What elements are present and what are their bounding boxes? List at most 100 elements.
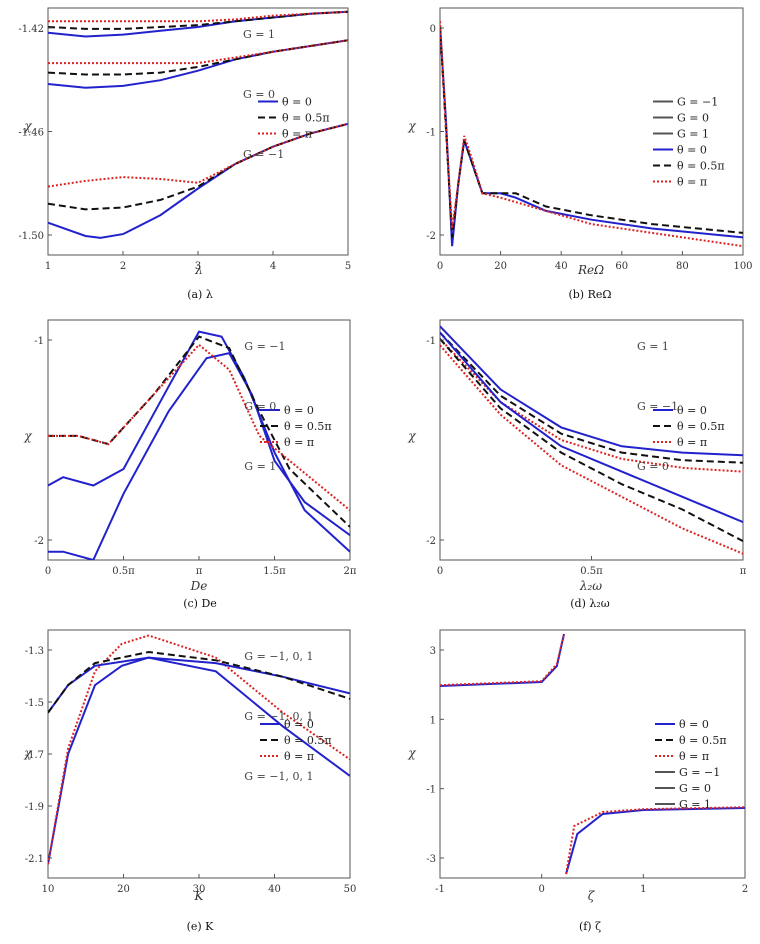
y-tick-label: -3: [426, 854, 436, 865]
x-tick-label: -1: [435, 884, 445, 895]
x-tick-label: π: [740, 566, 747, 577]
y-tick-label: -1.3: [25, 646, 44, 657]
annotation-label: G = −1: [637, 400, 678, 413]
legend-label: θ = π: [677, 436, 707, 449]
series-line-blue: [48, 656, 350, 865]
legend-label: θ = 0: [282, 96, 312, 109]
legend-label: θ = π: [679, 750, 709, 763]
x-tick-label: 2π: [344, 566, 357, 577]
series-line-black: [48, 10, 348, 30]
series-line-blue: [440, 331, 743, 524]
legend-label: G = 1: [677, 128, 709, 141]
x-axis-label: λ: [194, 263, 203, 277]
y-tick-label: -1.50: [18, 231, 44, 242]
x-tick-label: 10: [42, 884, 55, 895]
legend-label: θ = 0.5π: [284, 734, 332, 747]
series-line-blue: [440, 325, 743, 457]
axes-frame: [439, 629, 746, 879]
x-tick-label: 0: [538, 884, 544, 895]
x-tick-label: 0: [45, 566, 51, 577]
y-tick-label: -1.9: [25, 802, 44, 813]
panel-caption: (c) De: [183, 597, 217, 610]
annotation-label: G = −1, 0, 1: [244, 770, 313, 783]
panel-caption: (a) λ: [187, 288, 213, 301]
legend-label: G = 1: [679, 798, 711, 811]
x-tick-label: 4: [270, 261, 276, 272]
x-tick-label: 1.5π: [263, 566, 286, 577]
series-line-black: [48, 39, 348, 76]
legend-label: θ = 0.5π: [282, 112, 330, 125]
series-line-red: [48, 634, 350, 865]
y-axis-label: χ: [407, 746, 416, 760]
x-tick-label: 60: [615, 261, 628, 272]
y-tick-label: -1.46: [18, 128, 44, 139]
x-axis-label: ζ: [588, 889, 596, 903]
series-line-red: [440, 633, 565, 687]
x-tick-label: 100: [733, 261, 752, 272]
legend-label: θ = π: [282, 128, 312, 141]
legend-label: θ = 0: [284, 718, 314, 731]
x-tick-label: π: [196, 566, 203, 577]
y-tick-label: -2: [426, 536, 436, 547]
series-line-blue: [440, 633, 565, 687]
x-tick-label: 0: [437, 261, 443, 272]
x-tick-label: 5: [345, 261, 351, 272]
x-tick-label: 2: [742, 884, 748, 895]
x-tick-label: 30: [193, 884, 206, 895]
x-axis-label: λ₂ω: [579, 579, 602, 593]
y-axis-label: χ: [23, 746, 32, 760]
series-line-red: [48, 122, 348, 188]
panel-caption: (b) ReΩ: [568, 288, 611, 301]
x-tick-label: 20: [494, 261, 507, 272]
series-line-red: [440, 21, 743, 248]
x-tick-label: 0: [437, 566, 443, 577]
series-line-black: [48, 650, 350, 714]
y-tick-label: -1.5: [25, 698, 44, 709]
series-line-blue: [48, 351, 350, 560]
annotation-label: G = 1: [244, 460, 276, 473]
y-tick-label: 0: [430, 24, 436, 35]
x-tick-label: 2: [120, 261, 126, 272]
legend-label: θ = 0.5π: [677, 160, 725, 173]
legend-label: θ = π: [284, 750, 314, 763]
annotation-label: G = 0: [637, 460, 669, 473]
annotation-label: G = 1: [637, 340, 669, 353]
series-line-red: [48, 39, 348, 65]
legend-label: θ = π: [284, 436, 314, 449]
annotation-label: G = −1, 0, 1: [244, 650, 313, 663]
y-tick-label: -1: [426, 785, 436, 796]
x-axis-label: ReΩ: [577, 263, 604, 277]
annotation-label: G = 0: [244, 400, 276, 413]
annotation-label: G = −1, 0, 1: [244, 710, 313, 723]
annotation-label: G = 1: [243, 28, 275, 41]
series-line-red: [48, 10, 348, 23]
y-tick-label: 3: [430, 646, 436, 657]
x-tick-label: 50: [344, 884, 357, 895]
y-tick-label: -2: [426, 231, 436, 242]
x-tick-label: 40: [555, 261, 568, 272]
x-tick-label: 3: [195, 261, 201, 272]
x-axis-label: De: [190, 579, 208, 593]
series-line-blue: [565, 807, 745, 875]
y-tick-label: -1.7: [25, 750, 44, 761]
series-line-black: [440, 331, 743, 464]
y-axis-label: χ: [23, 429, 32, 443]
y-tick-label: -1.42: [18, 24, 44, 35]
y-axis-label: χ: [407, 429, 416, 443]
y-tick-label: -2: [34, 536, 44, 547]
y-tick-label: -1: [426, 336, 436, 347]
panel-d: 0 0.5π π -1 -2 λ₂ω χ (d) λ₂ω θ = 0 θ = 0.5π θ = π G…: [407, 319, 747, 610]
annotation-label: G = 0: [243, 88, 275, 101]
panel-a: 1 2 3 4 5 -1.42 -1.46 -1.50 λ χ (a) λ θ = 0 θ = 0.5π…: [18, 7, 351, 301]
panel-e: 10 20 30 40 50 -1.3 -1.5 -1.7 -1.9 -2.1 Kχ (e) K θ =…: [23, 629, 357, 933]
series-line-red: [440, 344, 743, 555]
series-line-blue: [48, 39, 348, 89]
panel-b: 0 20 40 60 80 100 0 -1 -2 ReΩ χ (b) ReΩ G = −1 G = 0 G…: [407, 7, 753, 301]
x-tick-label: 1: [45, 261, 51, 272]
series-line-red: [565, 806, 745, 875]
y-axis-label: χ: [407, 119, 416, 133]
legend-label: θ = 0: [284, 404, 314, 417]
series-line-blue: [48, 656, 350, 714]
x-tick-label: 0.5π: [580, 566, 603, 577]
